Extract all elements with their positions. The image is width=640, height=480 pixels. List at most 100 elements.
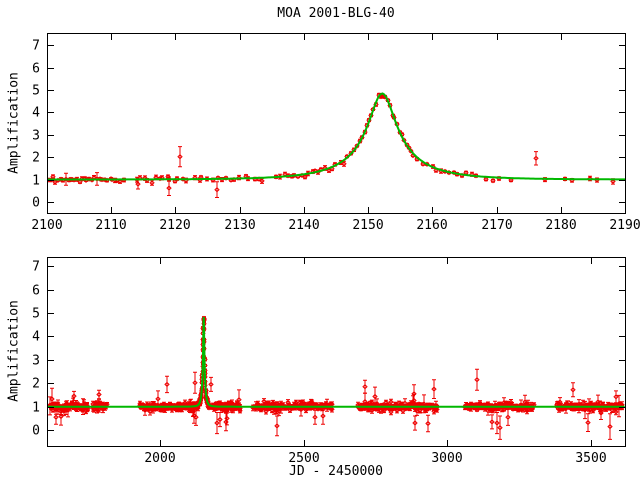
- y-tick-label: 1: [32, 174, 40, 189]
- data-point: [96, 389, 102, 400]
- data-point: [374, 398, 380, 409]
- y-tick-label: 2: [32, 377, 40, 392]
- data-point: [297, 399, 303, 406]
- data-point: [192, 174, 198, 181]
- data-point: [137, 175, 143, 181]
- y-tick-label: 6: [32, 284, 40, 299]
- x-tick-label: 2110: [95, 218, 126, 233]
- data-point: [408, 400, 414, 407]
- data-point: [585, 413, 591, 432]
- x-axis-label: JD - 2450000: [289, 464, 383, 479]
- data-point: [580, 399, 586, 407]
- data-point: [329, 401, 335, 407]
- data-point: [82, 175, 88, 182]
- model-curve: [47, 316, 625, 408]
- x-tick-label: 2160: [416, 218, 447, 233]
- y-tick-label: 5: [32, 84, 40, 99]
- data-point: [531, 401, 537, 408]
- x-tick-label: 2180: [545, 218, 576, 233]
- data-point: [490, 177, 496, 184]
- data-point: [70, 397, 76, 410]
- data-point: [49, 387, 55, 411]
- data-point: [362, 379, 368, 394]
- x-tick-label: 3000: [431, 451, 462, 466]
- data-point: [533, 151, 539, 166]
- bottom-panel-axes: 2000 2500 3000 3500 0 1 2 3 4 5 6 7: [32, 257, 626, 466]
- data-point: [474, 368, 480, 391]
- data-point: [208, 376, 214, 392]
- data-point: [570, 382, 576, 398]
- data-point: [369, 399, 375, 406]
- data-point: [274, 415, 280, 437]
- y-tick-label: 3: [32, 354, 40, 369]
- data-point: [191, 407, 197, 424]
- x-tick-label: 2000: [144, 451, 175, 466]
- data-point: [261, 398, 267, 405]
- y-tick-label: 3: [32, 129, 40, 144]
- data-point: [469, 171, 475, 178]
- data-point: [104, 401, 110, 408]
- data-point: [341, 160, 347, 167]
- data-point: [214, 181, 220, 198]
- y-tick-label: 5: [32, 307, 40, 322]
- data-point: [425, 414, 431, 433]
- data-point: [270, 399, 276, 406]
- data-point: [309, 399, 315, 406]
- data-point: [383, 399, 389, 406]
- data-point: [505, 408, 511, 426]
- data-point: [193, 408, 199, 426]
- data-point: [607, 413, 613, 440]
- data-point: [164, 375, 170, 394]
- data-point: [489, 414, 495, 430]
- data-point: [198, 174, 204, 181]
- data-point: [149, 179, 155, 186]
- y-tick-label: 4: [32, 330, 40, 345]
- data-point: [192, 371, 198, 394]
- data-point: [431, 379, 437, 399]
- x-tick-label: 2170: [481, 218, 512, 233]
- data-point: [438, 168, 444, 174]
- x-tick-label: 2150: [352, 218, 383, 233]
- x-tick-label: 2500: [288, 451, 319, 466]
- data-point: [236, 389, 242, 410]
- data-point: [497, 415, 503, 440]
- y-tick-label: 2: [32, 151, 40, 166]
- data-point: [372, 386, 378, 407]
- data-point: [182, 399, 188, 406]
- chart-title: MOA 2001-BLG-40: [277, 6, 395, 21]
- data-point: [84, 402, 90, 408]
- data-point: [155, 390, 161, 408]
- top-panel: 2100 2110 2120 2130 2140 2150 2160 2170 2180 2190…: [31, 33, 640, 233]
- data-point: [183, 177, 189, 184]
- data-point: [318, 166, 324, 173]
- top-panel-data: [47, 92, 625, 198]
- y-tick-label: 7: [32, 260, 40, 275]
- data-point: [463, 170, 469, 176]
- y-tick-label: 4: [32, 106, 40, 121]
- x-tick-label: 3500: [575, 451, 606, 466]
- model-curve: [47, 92, 625, 181]
- top-panel-axes: 2100 2110 2120 2130 2140 2150 2160 2170 2180 2190…: [31, 33, 640, 233]
- data-point: [494, 412, 500, 435]
- data-point: [224, 411, 230, 426]
- x-tick-label: 2120: [159, 218, 190, 233]
- data-point: [312, 409, 318, 425]
- data-point: [166, 180, 172, 196]
- data-point: [263, 408, 269, 415]
- data-point: [50, 173, 56, 180]
- data-point: [619, 401, 625, 409]
- x-tick-label: 2130: [224, 218, 255, 233]
- data-point: [557, 397, 563, 407]
- data-point: [411, 384, 417, 404]
- y-tick-label: 0: [32, 424, 40, 439]
- data-point: [312, 168, 318, 174]
- data-point: [597, 400, 603, 406]
- data-point: [71, 390, 77, 402]
- data-point: [91, 174, 97, 181]
- y-tick-label: 7: [32, 39, 40, 54]
- x-tick-label: 2140: [288, 218, 319, 233]
- data-point: [595, 394, 601, 410]
- data-point: [402, 398, 408, 409]
- data-point: [214, 412, 220, 435]
